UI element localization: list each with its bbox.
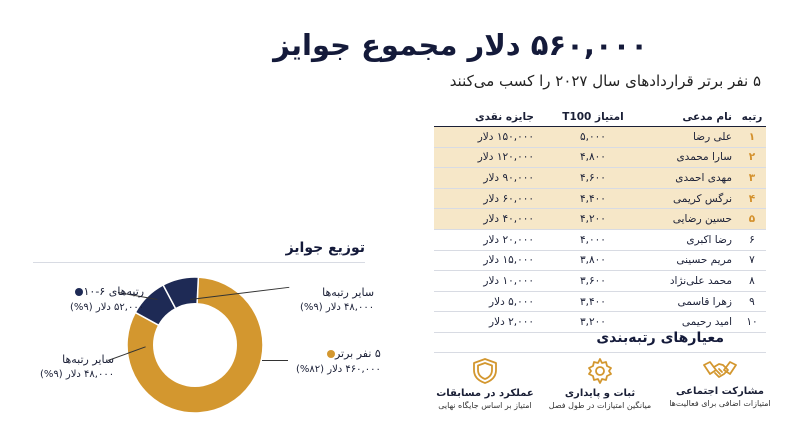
divider: [434, 352, 766, 353]
criterion-label: مشارکت اجتماعی: [676, 386, 764, 397]
rank-cell: ۴: [748, 192, 756, 205]
rank-cell: ۸: [749, 274, 755, 287]
table-row: ۶ رضا اکبری ۴,۰۰۰ ۲۰,۰۰۰ دلار: [434, 230, 766, 251]
criterion-label: عملکرد در مسابقات: [436, 388, 534, 399]
legend-label: رتبه‌های ۶-۱۰: [83, 285, 145, 298]
criterion-performance: عملکرد در مسابقات امتیاز بر اساس جایگاه …: [425, 357, 545, 410]
criterion-label: ثبات و پایداری: [564, 388, 636, 399]
legend-value: ۴۶۰,۰۰۰ دلار (۸۲%): [296, 364, 381, 375]
table-row: ۱۰ امید رحیمی ۳,۲۰۰ ۲,۰۰۰ دلار: [434, 312, 766, 333]
column-header-prize: جایزه نقدی: [474, 110, 534, 123]
prize-cell: ۵,۰۰۰ دلار: [489, 295, 534, 308]
legend-value: ۴۸,۰۰۰ دلار (۹%): [40, 369, 115, 380]
criterion-desc: امتیازات اضافی برای فعالیت‌ها: [669, 399, 771, 408]
score-cell: ۴,۰۰۰: [580, 233, 606, 246]
column-header-score: امتیاز T100: [562, 110, 624, 123]
name-cell: سارا محمدی: [676, 151, 732, 164]
divider: [33, 262, 365, 263]
table-row: ۷ مریم حسینی ۳,۸۰۰ ۱۵,۰۰۰ دلار: [434, 251, 766, 272]
page-title: ۵۶۰,۰۰۰ دلار مجموع جوایز: [273, 28, 648, 62]
prize-cell: ۲,۰۰۰ دلار: [489, 316, 534, 329]
legend-value: ۴۸,۰۰۰ دلار (۹%): [300, 302, 375, 313]
rank-cell: ۱۰: [746, 316, 758, 329]
score-cell: ۴,۶۰۰: [580, 171, 606, 184]
legend-label: سایر رتبه‌ها: [322, 286, 375, 299]
score-cell: ۳,۸۰۰: [580, 254, 606, 267]
table-header: رتبه نام مدعی امتیاز T100 جایزه نقدی: [434, 107, 766, 127]
legend-top5: ۵ نفر برتر ۴۶۰,۰۰۰ دلار (۸۲%): [296, 346, 381, 377]
table-row: ۲ سارا محمدی ۴,۸۰۰ ۱۲۰,۰۰۰ دلار: [434, 147, 766, 169]
table-row: ۸ محمد علی‌نژاد ۳,۶۰۰ ۱۰,۰۰۰ دلار: [434, 271, 766, 292]
rank-cell: ۳: [748, 171, 756, 184]
rank-cell: ۷: [749, 254, 755, 267]
criteria-title: معیارهای رتبه‌بندی: [596, 330, 724, 346]
donut-hole: [153, 303, 237, 387]
gear-icon: [540, 357, 660, 385]
legend-value: ۵۲,۰۰۰ دلار (۹%): [70, 302, 145, 313]
legend-label: سایر رتبه‌ها: [62, 353, 115, 366]
score-cell: ۵,۰۰۰: [580, 130, 606, 143]
criterion-community: مشارکت اجتماعی امتیازات اضافی برای فعالی…: [660, 357, 780, 408]
prize-cell: ۱۵,۰۰۰ دلار: [483, 254, 534, 267]
criterion-consistency: ثبات و پایداری میانگین امتیازات در طول ف…: [540, 357, 660, 410]
prize-cell: ۲۰,۰۰۰ دلار: [483, 233, 534, 246]
prize-cell: ۱۲۰,۰۰۰ دلار: [477, 151, 534, 164]
table-row: ۴ نرگس کریمی ۴,۴۰۰ ۶۰,۰۰۰ دلار: [434, 188, 766, 210]
table-row: ۱ علی رضا ۵,۰۰۰ ۱۵۰,۰۰۰ دلار: [434, 127, 766, 148]
leader-line: [262, 360, 288, 361]
prize-cell: ۴۰,۰۰۰ دلار: [483, 213, 534, 226]
table-row: ۹ زهرا قاسمی ۳,۴۰۰ ۵,۰۰۰ دلار: [434, 292, 766, 313]
score-cell: ۳,۲۰۰: [580, 316, 606, 329]
rank-cell: ۹: [749, 295, 755, 308]
criterion-desc: میانگین امتیازات در طول فصل: [548, 401, 652, 410]
page-subtitle: ۵ نفر برتر قراردادهای سال ۲۰۲۷ را کسب می…: [449, 72, 761, 90]
legend-swatch: [75, 288, 84, 296]
name-cell: مریم حسینی: [676, 254, 732, 267]
name-cell: زهرا قاسمی: [677, 295, 733, 308]
legend-others-right: سایر رتبه‌ها ۴۸,۰۰۰ دلار (۹%): [300, 285, 374, 315]
name-cell: امید رحیمی: [681, 316, 732, 329]
prize-cell: ۱۵۰,۰۰۰ دلار: [477, 130, 534, 143]
name-cell: حسین رضایی: [672, 213, 732, 226]
legend-swatch: [326, 350, 335, 358]
ranking-table: رتبه نام مدعی امتیاز T100 جایزه نقدی ۱ عل…: [434, 107, 766, 333]
table-row: ۵ حسین رضایی ۴,۲۰۰ ۴۰,۰۰۰ دلار: [434, 209, 766, 230]
shield-icon: [425, 357, 545, 385]
legend-label: ۵ نفر برتر: [334, 347, 381, 360]
name-cell: علی رضا: [692, 130, 732, 143]
name-cell: مهدی احمدی: [675, 171, 732, 184]
legend-others-left: سایر رتبه‌ها ۴۸,۰۰۰ دلار (۹%): [40, 352, 114, 382]
distribution-title: توزیع جوایز: [285, 240, 365, 256]
column-header-name: نام مدعی: [682, 110, 732, 123]
name-cell: نرگس کریمی: [673, 192, 732, 205]
rank-cell: ۶: [749, 233, 755, 246]
rank-cell: ۵: [748, 213, 756, 226]
name-cell: محمد علی‌نژاد: [669, 274, 732, 287]
handshake-icon: [660, 357, 780, 383]
score-cell: ۳,۴۰۰: [580, 295, 606, 308]
criterion-desc: امتیاز بر اساس جایگاه نهایی: [438, 401, 532, 410]
score-cell: ۳,۶۰۰: [580, 274, 606, 287]
legend-rank-6-10: رتبه‌های ۶-۱۰ ۵۲,۰۰۰ دلار (۹%): [70, 284, 144, 315]
score-cell: ۴,۸۰۰: [580, 151, 606, 164]
rank-cell: ۱: [748, 130, 756, 143]
score-cell: ۴,۴۰۰: [580, 192, 606, 205]
prize-cell: ۶۰,۰۰۰ دلار: [483, 192, 534, 205]
score-cell: ۴,۲۰۰: [580, 213, 606, 226]
rank-cell: ۲: [748, 151, 756, 164]
table-row: ۳ مهدی احمدی ۴,۶۰۰ ۹۰,۰۰۰ دلار: [434, 168, 766, 189]
column-header-rank: رتبه: [741, 110, 763, 123]
name-cell: رضا اکبری: [686, 233, 732, 246]
prize-cell: ۹۰,۰۰۰ دلار: [483, 171, 534, 184]
prize-cell: ۱۰,۰۰۰ دلار: [483, 274, 534, 287]
